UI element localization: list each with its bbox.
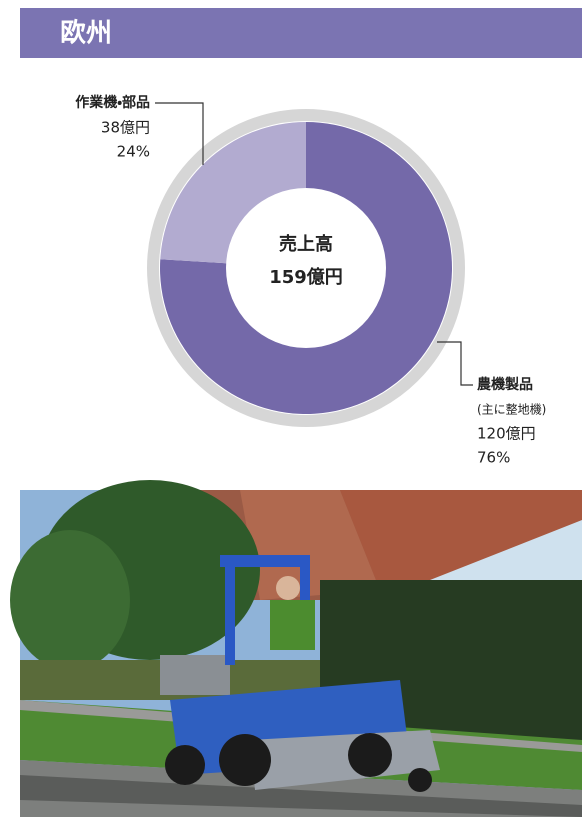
photo xyxy=(10,480,582,817)
percent-label: 76% xyxy=(477,449,510,467)
leader-line xyxy=(155,102,204,165)
header-title: 欧州 xyxy=(60,18,112,49)
value-label: 38億円 xyxy=(101,119,150,137)
percent-label: 24% xyxy=(117,143,150,161)
annotation: (主に整地機) xyxy=(477,403,546,417)
donut-ring xyxy=(147,109,465,427)
donut-hole xyxy=(226,188,386,348)
category-label: 作業機・部品 xyxy=(75,94,150,111)
header-bar xyxy=(20,8,582,58)
center-total: 159億円 xyxy=(269,266,343,288)
center-title: 売上高 xyxy=(279,233,333,255)
category-label: 農機製品 xyxy=(477,376,533,393)
value-label: 120億円 xyxy=(477,425,536,443)
leader-line xyxy=(437,341,473,386)
